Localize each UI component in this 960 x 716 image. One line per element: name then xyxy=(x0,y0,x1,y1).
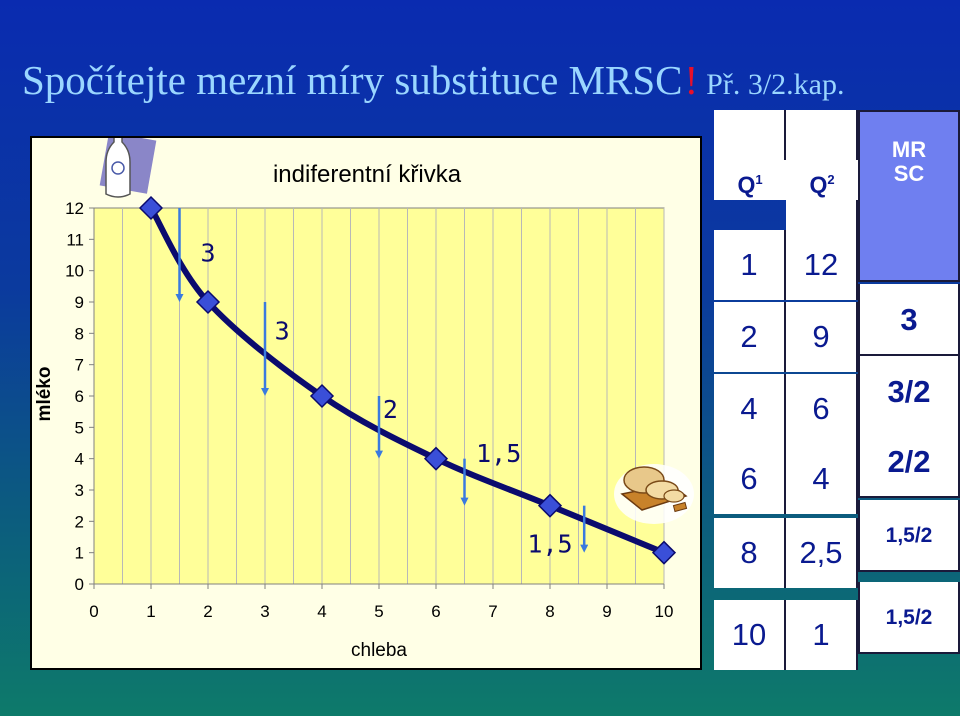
table-cell-q2: 9 xyxy=(786,302,858,372)
table-cell-q1: 4 xyxy=(714,374,786,444)
table-cell-q1: 6 xyxy=(714,444,786,514)
header-q2-text: Q xyxy=(809,171,828,198)
chart-panel: 0 1 2 3 4 5 6 7 8 9 10 0 1 2 3 4 5 6 7 8 9 10 11 12 indiferentn… xyxy=(30,136,702,670)
table-cell-q2: 6 xyxy=(786,374,858,444)
table-column-q1-bg xyxy=(714,110,786,160)
y-tick-label: 7 xyxy=(75,356,84,375)
table-cell-mrsc: 1,5/2 xyxy=(858,582,960,654)
table-cell-q2: 2,5 xyxy=(786,518,858,588)
table-header-q2: Q2 xyxy=(786,160,858,200)
header-mrsc-line2: SC xyxy=(893,161,925,186)
table-column-q2-bg xyxy=(786,110,858,160)
data-point-marker xyxy=(423,446,449,471)
bread-board-icon xyxy=(614,464,694,524)
y-tick-label: 4 xyxy=(75,450,84,469)
data-point-marker xyxy=(138,195,164,221)
table-cell-mrsc: 3/2 xyxy=(858,356,960,428)
x-tick-label: 2 xyxy=(203,602,212,621)
table-header-mrsc: MR SC xyxy=(858,110,960,282)
x-tick-label: 3 xyxy=(260,602,269,621)
header-q1-sub: 1 xyxy=(755,172,763,187)
x-tick-label: 10 xyxy=(655,602,674,621)
x-tick-label: 8 xyxy=(545,602,554,621)
milk-bottle-icon xyxy=(99,138,157,198)
data-point-marker xyxy=(309,383,335,409)
table-header-q1: Q1 xyxy=(714,160,786,200)
x-tick-label: 6 xyxy=(431,602,440,621)
y-axis-label: mléko xyxy=(34,367,55,422)
mrsc-annotation-label: 1,5 xyxy=(527,530,572,559)
y-tick-label: 8 xyxy=(75,324,84,343)
header-mrsc-line1: MR xyxy=(891,137,927,162)
y-tick-label: 6 xyxy=(75,387,84,406)
y-tick-label: 11 xyxy=(66,230,84,249)
mrsc-annotation-label: 3 xyxy=(200,238,215,267)
y-tick-label: 1 xyxy=(75,544,84,563)
y-tick-label: 5 xyxy=(75,418,84,437)
mrsc-annotation-label: 3 xyxy=(275,317,290,346)
y-tick-label: 12 xyxy=(65,199,84,218)
table-cell-q1: 2 xyxy=(714,302,786,372)
table-cell-mrsc: 1,5/2 xyxy=(858,500,960,572)
mrsc-annotation-label: 2 xyxy=(383,395,398,424)
data-point-marker xyxy=(537,493,563,518)
table-cell-q2: 1 xyxy=(786,600,858,670)
table-cell-q1: 8 xyxy=(714,518,786,588)
x-tick-label: 7 xyxy=(488,602,497,621)
y-tick-label: 10 xyxy=(65,262,84,281)
chart-title: indiferentní křivka xyxy=(273,161,462,188)
table-cell-q1: 10 xyxy=(714,600,786,670)
y-tick-label: 3 xyxy=(75,481,84,500)
x-tick-label: 4 xyxy=(317,602,326,621)
x-tick-label: 1 xyxy=(146,602,155,621)
y-tick-label: 9 xyxy=(75,293,84,312)
data-point-marker xyxy=(651,540,677,565)
data-point-marker xyxy=(195,289,221,315)
table-cell-q2: 12 xyxy=(786,230,858,300)
table-cell-q1: 1 xyxy=(714,230,786,300)
x-tick-label: 9 xyxy=(602,602,611,621)
mrsc-table: Q1 Q2 MR SC 1 12 2 9 3 4 6 3/2 6 4 2/2 8 2,5 1,5/2 10 1 1,5/… xyxy=(714,110,960,680)
header-q1-text: Q xyxy=(737,171,756,198)
table-cell-mrsc: 2/2 xyxy=(858,426,960,498)
title-reference: Př. 3/2.kap. xyxy=(706,68,845,101)
header-q2-sub: 2 xyxy=(827,172,835,187)
page-title: Spočítejte mezní míry substituce MRSC! Př… xyxy=(22,56,845,104)
x-tick-label: 5 xyxy=(374,602,383,621)
table-cell-mrsc: 3 xyxy=(858,284,960,356)
mrsc-annotation-label: 1,5 xyxy=(476,439,521,468)
table-cell-q2: 4 xyxy=(786,444,858,514)
y-tick-label: 2 xyxy=(75,512,84,531)
x-axis-label: chleba xyxy=(351,640,407,661)
title-main: Spočítejte mezní míry substituce MRSC xyxy=(22,57,683,103)
y-tick-label: 0 xyxy=(75,575,84,594)
title-exclamation: ! xyxy=(684,57,699,103)
x-tick-label: 0 xyxy=(89,602,98,621)
